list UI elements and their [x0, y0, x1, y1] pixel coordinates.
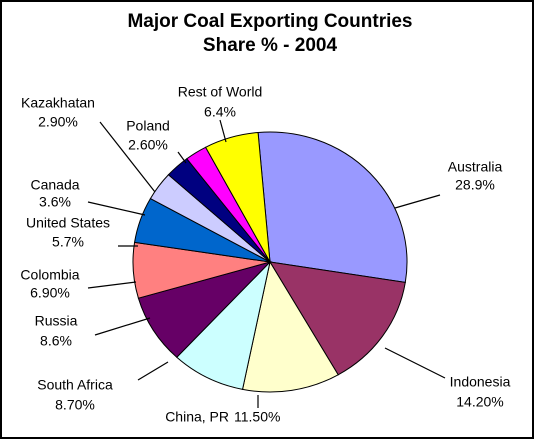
value-label: 8.6%	[40, 333, 72, 349]
pie-slice	[269, 261, 406, 376]
slice-label: China, PR	[165, 409, 229, 425]
leader-line	[384, 347, 446, 379]
value-label: 3.6%	[39, 194, 71, 210]
slice-label: Australia	[448, 159, 503, 175]
leader-line	[94, 317, 151, 336]
value-label: 14.20%	[456, 394, 503, 410]
slice-label: United States	[26, 215, 110, 231]
leader-line	[99, 121, 156, 193]
value-label: 2.60%	[128, 137, 168, 153]
slice-label: Russia	[35, 313, 78, 329]
slice-label: Colombia	[20, 267, 79, 283]
value-label: 2.90%	[38, 114, 78, 130]
value-label: 6.90%	[30, 285, 70, 301]
slice-label: Poland	[126, 118, 170, 134]
leader-line	[87, 201, 146, 216]
slice-label: Canada	[30, 177, 79, 193]
value-label: 11.50%	[234, 409, 280, 425]
leader-line	[87, 281, 137, 289]
slice-label: Rest of World	[178, 84, 263, 100]
slice-label: Kazakhatan	[21, 95, 95, 111]
value-label: 28.9%	[455, 177, 495, 193]
slice-label: South Africa	[37, 377, 113, 393]
leader-line	[394, 194, 441, 209]
chart-title: Major Coal Exporting Countries	[127, 11, 412, 32]
value-label: 8.70%	[55, 397, 95, 413]
leader-line	[137, 361, 169, 381]
pie-slice	[204, 131, 271, 263]
pie-slice	[257, 131, 408, 283]
leader-line	[177, 151, 187, 164]
pie-slice	[241, 260, 339, 393]
slice-label: Indonesia	[450, 374, 511, 390]
value-label: 6.4%	[204, 104, 236, 120]
value-label: 5.7%	[52, 234, 84, 250]
chart-subtitle: Share % - 2004	[203, 35, 338, 56]
leader-line	[219, 119, 227, 143]
